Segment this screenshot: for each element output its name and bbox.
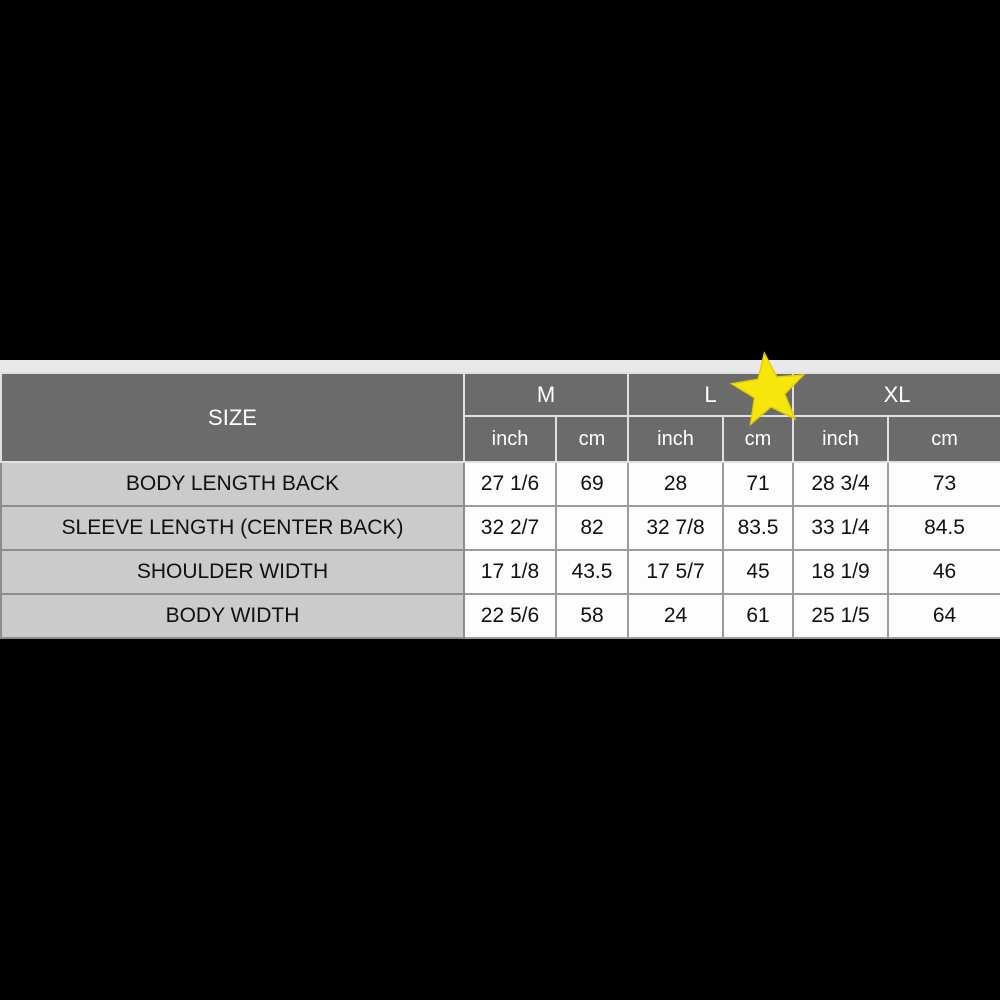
value-cell: 25 1/5 xyxy=(792,593,890,639)
size-header-xl: XL xyxy=(792,372,1000,417)
value-cell: 45 xyxy=(722,549,795,595)
table-top-strip xyxy=(0,360,1000,372)
value-cell: 17 1/8 xyxy=(463,549,557,595)
size-header-m: M xyxy=(462,372,630,417)
value-cell: 64 xyxy=(887,593,1000,639)
value-cell: 46 xyxy=(887,549,1000,595)
value-cell: 32 2/7 xyxy=(463,505,557,551)
value-cell: 32 7/8 xyxy=(627,505,725,551)
value-cell: 84.5 xyxy=(887,505,1000,551)
value-cell: 69 xyxy=(554,461,630,507)
unit-header-m-cm: cm xyxy=(554,415,630,463)
table-row: SHOULDER WIDTH 17 1/8 43.5 17 5/7 45 18 … xyxy=(0,549,1000,595)
value-cell: 22 5/6 xyxy=(463,593,557,639)
value-cell: 28 3/4 xyxy=(792,461,890,507)
size-chart-table: SIZE M L XL inch cm inch cm inch cm BODY… xyxy=(0,372,1000,639)
value-cell: 71 xyxy=(722,461,795,507)
table-row: SLEEVE LENGTH (CENTER BACK) 32 2/7 82 32… xyxy=(0,505,1000,551)
row-label: BODY WIDTH xyxy=(0,593,465,639)
unit-header-m-inch: inch xyxy=(463,415,557,463)
value-cell: 27 1/6 xyxy=(463,461,557,507)
size-header-l: L xyxy=(627,372,795,417)
value-cell: 24 xyxy=(627,593,725,639)
value-cell: 28 xyxy=(627,461,725,507)
value-cell: 18 1/9 xyxy=(792,549,890,595)
unit-header-l-inch: inch xyxy=(627,415,725,463)
table-row: BODY LENGTH BACK 27 1/6 69 28 71 28 3/4 … xyxy=(0,461,1000,507)
row-label: SHOULDER WIDTH xyxy=(0,549,465,595)
unit-header-xl-cm: cm xyxy=(887,415,1000,463)
value-cell: 33 1/4 xyxy=(792,505,890,551)
value-cell: 83.5 xyxy=(722,505,795,551)
value-cell: 17 5/7 xyxy=(627,549,725,595)
value-cell: 43.5 xyxy=(554,549,630,595)
value-cell: 73 xyxy=(887,461,1000,507)
unit-header-l-cm: cm xyxy=(722,415,795,463)
value-cell: 82 xyxy=(554,505,630,551)
row-label: SLEEVE LENGTH (CENTER BACK) xyxy=(0,505,465,551)
size-corner-header: SIZE xyxy=(0,372,465,463)
unit-header-xl-inch: inch xyxy=(792,415,890,463)
size-chart: SIZE M L XL inch cm inch cm inch cm BODY… xyxy=(0,351,1000,639)
value-cell: 61 xyxy=(722,593,795,639)
table-row: BODY WIDTH 22 5/6 58 24 61 25 1/5 64 xyxy=(0,593,1000,639)
row-label: BODY LENGTH BACK xyxy=(0,461,465,507)
value-cell: 58 xyxy=(554,593,630,639)
